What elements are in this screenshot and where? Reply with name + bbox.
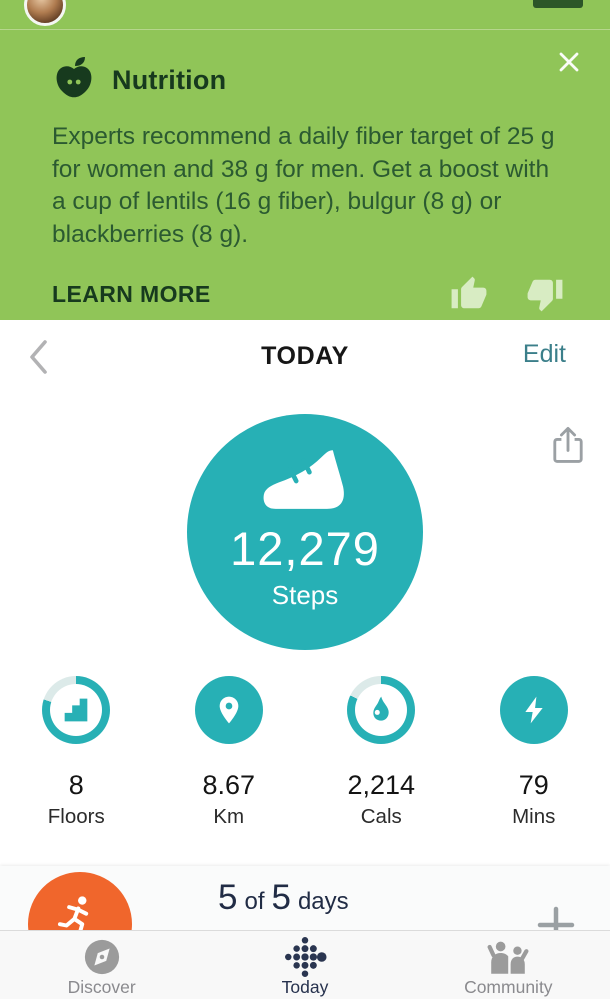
- nav-label: Discover: [67, 977, 136, 997]
- stat-value: 79: [518, 770, 549, 800]
- avatar[interactable]: [24, 0, 66, 26]
- nav-item-discover[interactable]: Discover: [0, 931, 203, 999]
- nutrition-card: Nutrition Experts recommend a daily fibe…: [0, 30, 610, 320]
- lightning-icon: [518, 694, 550, 726]
- share-icon[interactable]: [548, 424, 588, 471]
- runner-icon: [56, 894, 98, 930]
- stat-value: 8.67: [202, 770, 256, 800]
- status-strip: [0, 0, 610, 30]
- page-title: TODAY: [261, 341, 349, 370]
- nav-label: Community: [464, 977, 553, 997]
- location-pin-icon: [213, 694, 245, 726]
- steps-value: 12,279: [230, 521, 380, 575]
- goal-current: 5: [218, 878, 238, 917]
- stat-label: Floors: [47, 805, 105, 828]
- stairs-icon: [59, 693, 93, 727]
- exercise-goal-card[interactable]: 5 of 5 days: [0, 866, 610, 930]
- stat-label: Cals: [360, 805, 402, 828]
- stat-tile-floors[interactable]: 8 Floors: [0, 676, 153, 829]
- top-right-card-fragment: [533, 0, 583, 8]
- steps-tile[interactable]: 12,279 Steps: [187, 414, 423, 650]
- stat-tile-distance[interactable]: 8.67 Km: [153, 676, 306, 829]
- thumbs-up-icon[interactable]: [450, 275, 488, 313]
- stat-tile-active-minutes[interactable]: 79 Mins: [458, 676, 610, 829]
- stat-label: Mins: [512, 805, 556, 828]
- close-icon[interactable]: [552, 46, 586, 80]
- goal-target: 5: [271, 878, 291, 917]
- learn-more-link[interactable]: LEARN MORE: [52, 280, 211, 307]
- goal-of-label: of: [244, 888, 265, 915]
- nav-item-community[interactable]: Community: [407, 931, 610, 999]
- shoe-icon: [261, 448, 349, 519]
- compass-icon: [83, 936, 121, 978]
- edit-button[interactable]: Edit: [522, 340, 566, 368]
- chevron-left-icon[interactable]: [26, 338, 50, 379]
- stat-value: 2,214: [347, 770, 416, 800]
- plus-icon[interactable]: [536, 905, 576, 930]
- nutrition-card-header: Nutrition: [52, 52, 579, 105]
- stat-label: Km: [213, 805, 245, 828]
- active-minutes-circle: [499, 676, 568, 744]
- nutrition-card-footer: LEARN MORE: [52, 275, 564, 313]
- distance-circle: [194, 676, 263, 744]
- nutrition-title: Nutrition: [112, 65, 227, 95]
- apple-icon: [52, 56, 96, 105]
- nutrition-body: Experts recommend a daily fiber target o…: [52, 123, 555, 248]
- thumbs-down-icon[interactable]: [526, 275, 564, 313]
- stats-row: 8 Floors 8.67 Km: [0, 676, 610, 829]
- stat-tile-calories[interactable]: 2,214 Cals: [305, 676, 458, 829]
- fitbit-dots-icon: [282, 936, 328, 978]
- flame-icon: [365, 694, 397, 726]
- goal-unit-label: days: [297, 888, 349, 915]
- bottom-nav: Discover Today: [0, 930, 610, 999]
- today-header: TODAY Edit: [0, 320, 610, 392]
- stat-value: 8: [68, 770, 84, 800]
- exercise-goal-text: 5 of 5 days: [218, 878, 356, 918]
- community-icon: [487, 936, 529, 978]
- calories-progress-ring: [347, 676, 416, 744]
- nav-item-today[interactable]: Today: [203, 931, 406, 999]
- nav-label: Today: [281, 977, 329, 997]
- steps-label: Steps: [271, 579, 339, 610]
- floors-progress-ring: [42, 676, 111, 744]
